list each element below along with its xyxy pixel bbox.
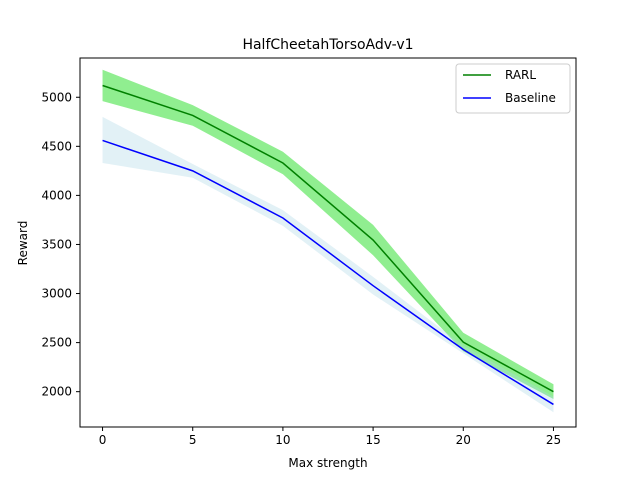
legend-box — [455, 63, 571, 114]
x-tick-label: 10 — [275, 433, 290, 447]
series-lines — [102, 84, 554, 406]
legend-label-baseline: Baseline — [505, 91, 556, 105]
y-tick-label: 4000 — [41, 188, 72, 202]
chart-title: HalfCheetahTorsoAdv-v1 — [242, 37, 413, 53]
y-axis-label: Reward — [16, 221, 30, 266]
y-tick-label: 5000 — [41, 90, 72, 104]
y-tick-label: 2000 — [41, 385, 72, 399]
x-tick-label: 5 — [189, 433, 197, 447]
x-axis-label: Max strength — [288, 456, 367, 470]
x-tick-label: 0 — [99, 433, 107, 447]
x-tick-label: 20 — [456, 433, 471, 447]
y-axis-ticks: 2000 2500 3000 3500 4000 4500 5000 — [41, 90, 80, 399]
legend: RARL Baseline — [455, 63, 571, 114]
x-tick-label: 25 — [546, 433, 561, 447]
legend-label-rarl: RARL — [505, 68, 536, 82]
y-tick-label: 3000 — [41, 287, 72, 301]
line-baseline — [102, 139, 554, 406]
y-tick-label: 2500 — [41, 336, 72, 350]
band-baseline — [102, 116, 554, 413]
line-rarl — [102, 84, 554, 393]
x-tick-label: 15 — [365, 433, 380, 447]
y-tick-label: 3500 — [41, 237, 72, 251]
x-axis-ticks: 0 5 10 15 20 25 — [99, 427, 561, 447]
plot-frame — [79, 57, 577, 428]
y-tick-label: 4500 — [41, 139, 72, 153]
